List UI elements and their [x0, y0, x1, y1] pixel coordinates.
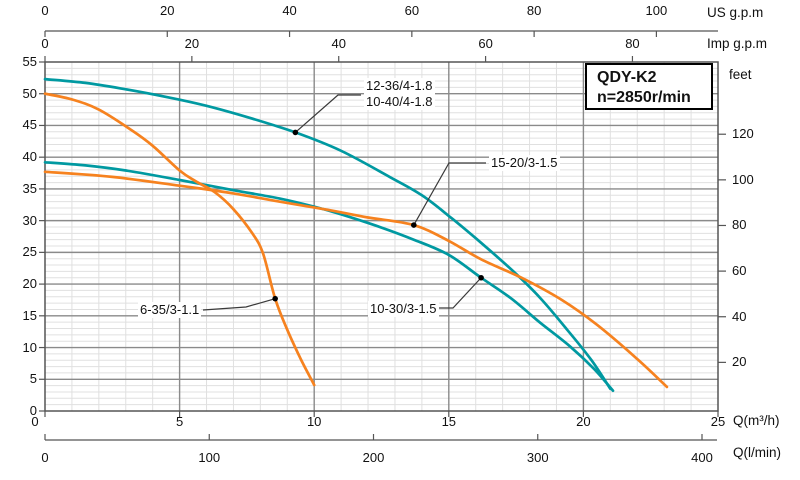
tick-q-lmin: 100: [198, 450, 221, 465]
tick-q-m3h: 5: [175, 414, 184, 429]
tick-imp-gpm: 20: [184, 36, 200, 51]
tick-imp-gpm: 60: [478, 36, 493, 51]
tick-head-m: 45: [22, 117, 37, 133]
annotation-dot: [292, 129, 299, 136]
tick-feet: 20: [732, 354, 747, 370]
tick-head-m: 0: [29, 403, 37, 418]
tick-head-m: 35: [22, 180, 37, 196]
axis-label-us-gpm: US g.p.m: [707, 5, 764, 20]
annotation-leader: [294, 94, 361, 133]
curve-label: 12-36/4-1.8: [364, 78, 435, 94]
axis-label-q-lmin: Q(l/min): [733, 445, 781, 460]
tick-imp-gpm: 80: [625, 36, 640, 51]
tick-feet: 40: [732, 308, 747, 324]
tick-q-m3h: 20: [576, 414, 591, 429]
tick-head-m: 5: [29, 371, 37, 387]
tick-feet: 80: [732, 217, 747, 233]
tick-head-m: 20: [22, 276, 37, 292]
tick-q-lmin: 400: [691, 450, 713, 465]
model-title-box: QDY-K2 n=2850r/min: [585, 63, 713, 110]
tick-us-gpm: 60: [404, 3, 420, 18]
tick-q-m3h: 0: [31, 414, 39, 429]
annotation-leader: [413, 162, 486, 226]
tick-feet: 120: [732, 126, 754, 142]
curve-label: 6-35/3-1.1: [138, 302, 202, 318]
tick-us-gpm: 0: [41, 3, 49, 18]
tick-imp-gpm: 0: [41, 36, 49, 51]
model-speed: n=2850r/min: [597, 89, 691, 106]
axis-label-feet: feet: [729, 67, 752, 82]
annotation-leader: [202, 298, 276, 311]
tick-head-m: 50: [22, 85, 37, 101]
tick-head-m: 40: [22, 149, 37, 165]
tick-q-m3h: 10: [306, 414, 322, 429]
axis-label-q-m3h: Q(m³/h): [733, 413, 780, 428]
tick-head-m: 10: [22, 339, 37, 355]
curve-3-15-20-3-1-5: [43, 170, 669, 389]
tick-us-gpm: 80: [526, 3, 542, 18]
tick-q-lmin: 300: [526, 450, 549, 465]
annotation-leader: [438, 277, 482, 309]
curve-label: 15-20/3-1.5: [489, 155, 560, 171]
curve-0-12-36-4-1-8-10-40-4-1-8: [43, 77, 612, 391]
annotation-dot: [272, 295, 278, 302]
annotation-dot: [478, 274, 484, 281]
curve-1-10-30-3-1-5: [43, 160, 615, 393]
tick-us-gpm: 20: [160, 3, 175, 18]
model-name: QDY-K2: [597, 69, 657, 86]
annotation-dot: [411, 222, 417, 228]
curve-2-6-35-3-1-1: [43, 92, 316, 387]
tick-q-m3h: 15: [441, 414, 457, 429]
tick-head-m: 25: [22, 244, 37, 260]
tick-head-m: 30: [22, 212, 37, 228]
tick-feet: 60: [732, 263, 747, 279]
tick-us-gpm: 100: [645, 3, 668, 18]
tick-q-lmin: 200: [362, 450, 385, 465]
tick-q-lmin: 0: [41, 450, 49, 465]
tick-head-m: 15: [22, 307, 37, 323]
tick-q-m3h: 25: [710, 414, 726, 429]
tick-feet: 100: [732, 171, 754, 187]
axis-label-imp-gpm: Imp g.p.m: [707, 36, 768, 51]
curve-label: 10-40/4-1.8: [364, 94, 435, 110]
tick-head-m: 55: [22, 54, 37, 69]
tick-imp-gpm: 40: [331, 36, 346, 51]
curve-label: 10-30/3-1.5: [368, 301, 439, 317]
tick-us-gpm: 40: [282, 3, 297, 18]
